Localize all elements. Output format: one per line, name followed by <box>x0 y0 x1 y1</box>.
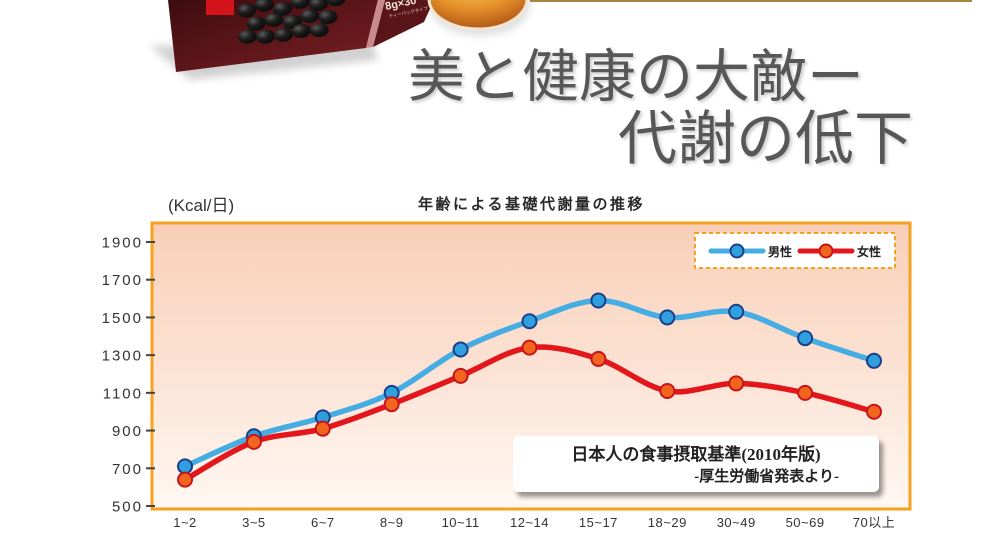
x-tick-label: 10~11 <box>442 515 480 530</box>
x-tick-label: 8~9 <box>380 515 404 530</box>
x-tick-label: 15~17 <box>579 515 618 530</box>
black-bean <box>309 22 329 38</box>
x-tick-label: 6~7 <box>311 515 335 530</box>
data-point-male <box>177 458 193 475</box>
black-bean <box>326 0 346 7</box>
x-tick-label: 1~2 <box>173 515 197 530</box>
x-tick-label: 70以上 <box>853 515 895 530</box>
headline-line-2: 代謝の低下 <box>618 106 914 172</box>
black-bean <box>273 1 293 16</box>
data-point-female <box>521 339 538 356</box>
data-point-female <box>797 384 814 401</box>
black-beans <box>237 0 346 44</box>
black-bean <box>237 3 257 18</box>
y-tick-label: 700 <box>112 461 143 478</box>
y-axis-label: (Kcal/日) <box>168 196 235 215</box>
data-point-female <box>728 375 745 392</box>
legend-item-female: 女性 <box>797 243 881 259</box>
black-bean <box>300 8 320 23</box>
source-note-line-1: 日本人の食事摂取基準(2010年版) <box>571 445 821 464</box>
x-tick-label: 50~69 <box>786 515 825 530</box>
black-bean <box>290 0 310 9</box>
black-bean <box>254 0 274 12</box>
data-point-male <box>728 303 745 320</box>
x-axis: 1~2 3~5 6~7 8~9 10~11 12~14 15~17 18~29 30~49 50~… <box>173 515 895 530</box>
black-bean <box>318 9 338 25</box>
x-tick-label: 18~29 <box>648 515 687 530</box>
legend-swatch-marker <box>729 243 745 259</box>
series-markers <box>177 292 882 488</box>
x-tick-label: 3~5 <box>242 515 266 530</box>
y-tick-label: 1700 <box>102 272 143 289</box>
x-tick-label: 30~49 <box>717 515 756 530</box>
chart-title: 年齢による基礎代謝量の推移 <box>418 197 646 213</box>
data-point-female <box>245 433 262 450</box>
source-note-line-2: -厚生労働省発表より- <box>694 469 839 485</box>
black-bean <box>309 0 328 11</box>
y-axis: 500 700 900 1100 1300 1500 1700 1900 <box>102 235 155 516</box>
data-point-male <box>659 309 676 326</box>
data-point-female <box>866 403 882 420</box>
data-point-female <box>383 396 400 413</box>
data-point-female <box>590 350 607 367</box>
source-note: 日本人の食事摂取基準(2010年版) -厚生労働省発表より- <box>513 436 879 492</box>
black-bean <box>238 29 257 44</box>
data-point-female <box>452 367 469 384</box>
y-tick-label: 1900 <box>102 235 143 252</box>
tea-cup-image <box>427 0 530 36</box>
y-tick-label: 900 <box>112 423 143 440</box>
y-tick-label: 1300 <box>102 348 143 365</box>
black-bean <box>264 12 284 27</box>
headline-line-1: 美と健康の大敵ー <box>408 46 864 109</box>
y-tick-label: 1100 <box>103 385 143 402</box>
data-point-male <box>590 292 607 309</box>
black-bean <box>274 27 293 42</box>
package-side-face <box>373 0 434 47</box>
black-bean <box>256 29 276 44</box>
data-point-female <box>177 471 193 488</box>
data-point-male <box>866 352 882 369</box>
y-tick-label: 1500 <box>102 310 143 327</box>
x-tick-label: 12~14 <box>510 515 549 530</box>
data-point-male <box>521 313 538 330</box>
chart-legend: 男性 女性 <box>694 232 896 269</box>
legend-item-male: 男性 <box>708 243 792 259</box>
product-package-image: 8g×30 ティーバッグタイプ <box>150 0 434 80</box>
series-layer <box>177 292 882 488</box>
data-point-male <box>797 330 814 347</box>
black-bean <box>291 23 311 38</box>
data-point-male <box>452 341 469 358</box>
legend-label-female: 女性 <box>857 244 881 259</box>
data-point-female <box>314 420 331 437</box>
tea-liquid <box>427 0 529 31</box>
package-red-label <box>206 0 234 15</box>
black-bean <box>246 16 266 31</box>
y-tick-label: 500 <box>112 499 143 516</box>
package-edge <box>366 0 385 48</box>
data-point-female <box>659 382 676 399</box>
legend-swatch-marker <box>818 243 834 259</box>
legend-label-male: 男性 <box>768 244 792 259</box>
